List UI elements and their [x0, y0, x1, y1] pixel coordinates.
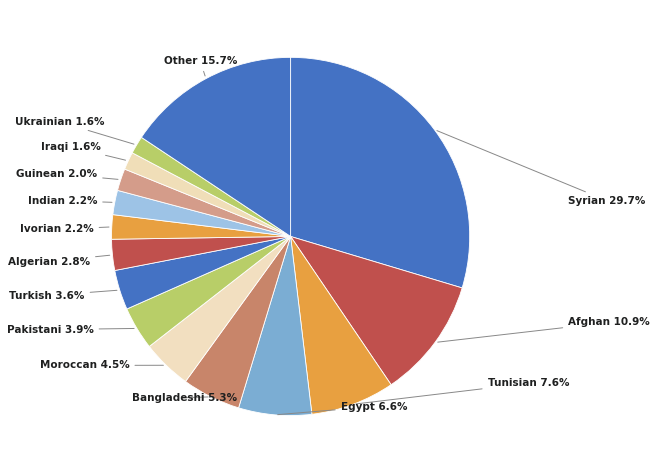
Wedge shape — [239, 237, 312, 415]
Text: Ivorian 2.2%: Ivorian 2.2% — [20, 224, 109, 234]
Text: Afghan 10.9%: Afghan 10.9% — [437, 318, 650, 342]
Text: Indian 2.2%: Indian 2.2% — [28, 196, 112, 206]
Text: Syrian 29.7%: Syrian 29.7% — [437, 131, 645, 206]
Wedge shape — [125, 153, 291, 237]
Wedge shape — [112, 237, 291, 271]
Wedge shape — [142, 57, 291, 237]
Wedge shape — [113, 190, 291, 237]
Wedge shape — [112, 215, 291, 239]
Text: Moroccan 4.5%: Moroccan 4.5% — [40, 360, 163, 370]
Text: Turkish 3.6%: Turkish 3.6% — [9, 290, 117, 301]
Wedge shape — [291, 237, 462, 385]
Wedge shape — [150, 237, 291, 381]
Wedge shape — [118, 169, 291, 237]
Text: Ukrainian 1.6%: Ukrainian 1.6% — [15, 117, 134, 144]
Wedge shape — [127, 237, 291, 347]
Text: Pakistani 3.9%: Pakistani 3.9% — [6, 324, 134, 334]
Text: Guinean 2.0%: Guinean 2.0% — [16, 169, 118, 179]
Wedge shape — [132, 137, 291, 237]
Text: Egypt 6.6%: Egypt 6.6% — [278, 402, 408, 415]
Text: Other 15.7%: Other 15.7% — [164, 56, 237, 76]
Text: Tunisian 7.6%: Tunisian 7.6% — [356, 378, 569, 404]
Text: Iraqi 1.6%: Iraqi 1.6% — [41, 142, 125, 160]
Wedge shape — [291, 57, 470, 288]
Wedge shape — [115, 237, 291, 309]
Text: Bangladeshi 5.3%: Bangladeshi 5.3% — [132, 393, 237, 403]
Wedge shape — [185, 237, 291, 408]
Text: Algerian 2.8%: Algerian 2.8% — [8, 255, 110, 267]
Wedge shape — [291, 237, 391, 415]
